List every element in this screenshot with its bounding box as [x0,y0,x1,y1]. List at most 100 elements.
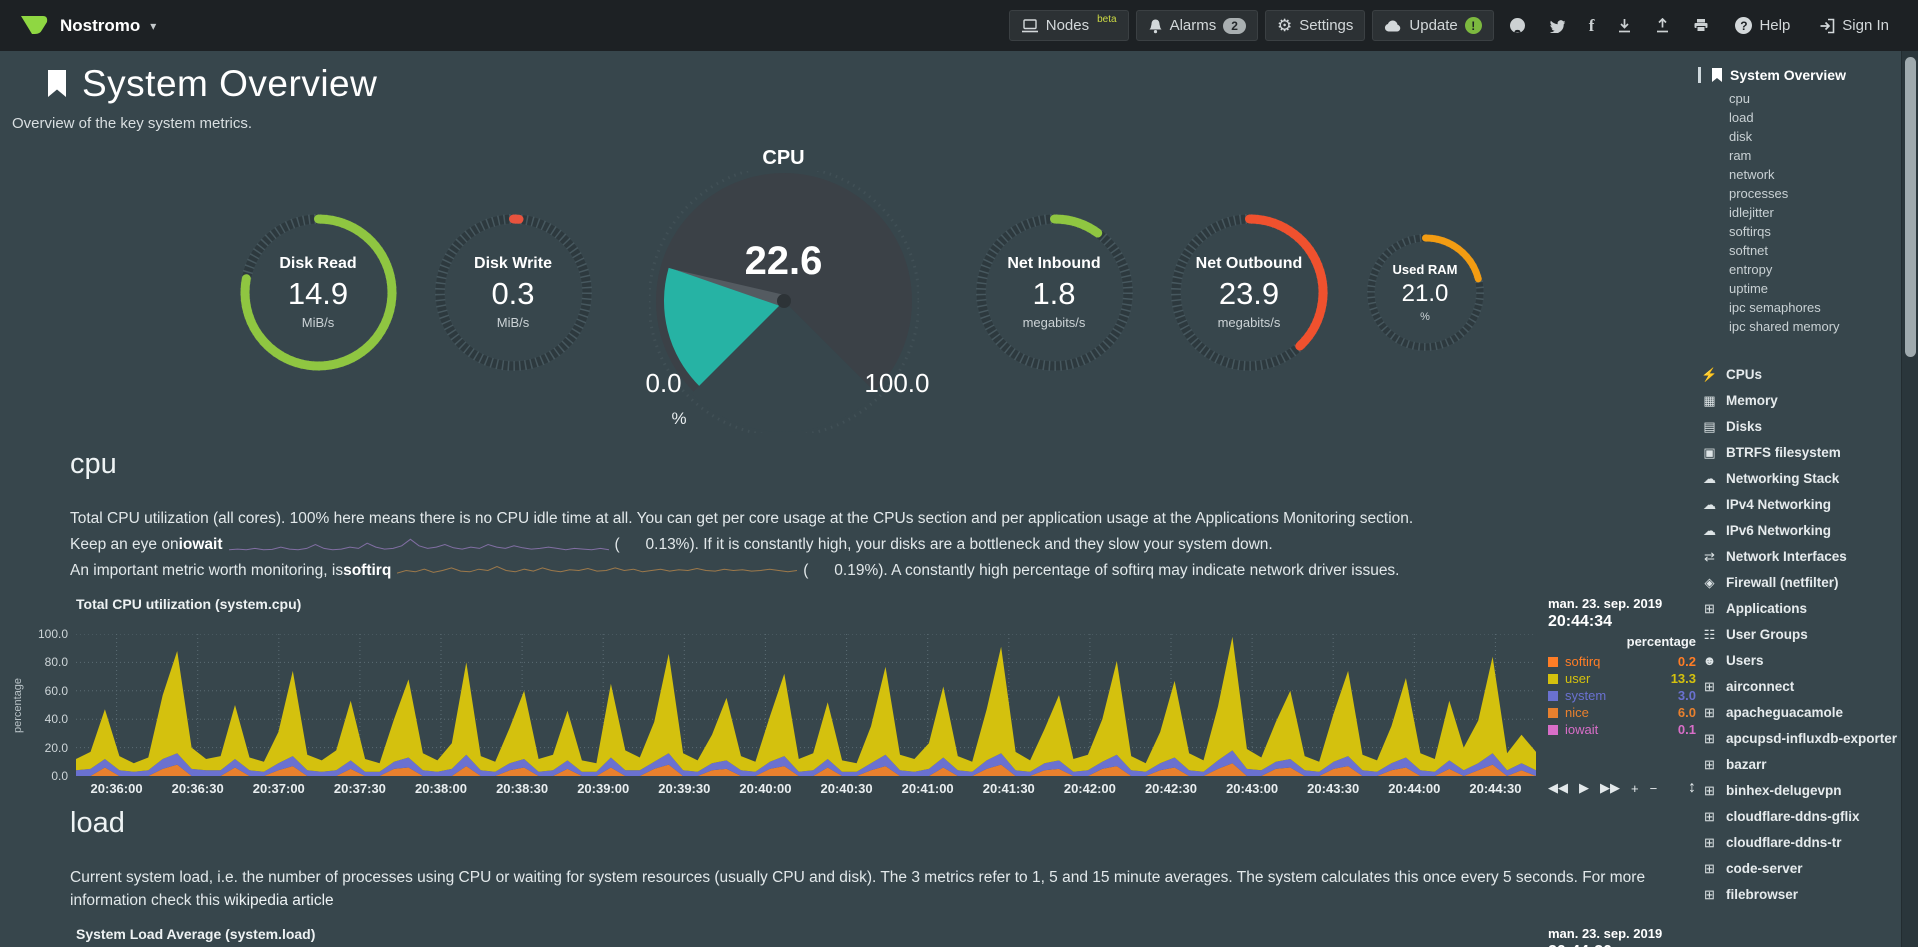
sidebar-item-filebrowser[interactable]: ⊞ filebrowser [1698,882,1897,908]
x-axis-label: 20:37:30 [333,780,386,796]
gauge-net-inbound[interactable]: Net Inbound 1.8 megabits/s [972,210,1137,375]
softirq-sparkline[interactable] [397,563,798,578]
sidebar-subitem-cpu[interactable]: cpu [1729,91,1750,106]
gauge-used-ram[interactable]: Used RAM 21.0 % [1362,229,1489,356]
help-button[interactable]: ? Help [1724,11,1801,40]
sidebar-item-networking-stack[interactable]: ☁ Networking Stack [1698,466,1897,492]
sign-in-icon [1820,18,1835,33]
sidebar-item-btrfs-filesystem[interactable]: ▣ BTRFS filesystem [1698,440,1897,466]
sidebar: System Overview cpu load disk ram network pro… [1698,51,1901,947]
sidebar-item-apacheguacamole[interactable]: ⊞ apacheguacamole [1698,700,1897,726]
import-button[interactable] [1609,12,1640,40]
help-label: Help [1759,17,1791,34]
y-axis-label: 60.0 [44,683,68,698]
sidebar-item-cpus[interactable]: ⚡ CPUs [1698,362,1897,388]
sidebar-item-label: User Groups [1726,627,1808,642]
play-button[interactable]: ▶ [1579,780,1589,795]
export-button[interactable] [1647,12,1678,40]
print-button[interactable] [1685,12,1717,39]
sidebar-item-apcupsd-influxdb-exporter[interactable]: ⊞ apcupsd-influxdb-exporter [1698,726,1897,752]
sidebar-subitem-entropy[interactable]: entropy [1729,262,1773,277]
github-button[interactable] [1501,11,1534,40]
page-scrollbar[interactable] [1901,51,1918,947]
sidebar-item-label: CPUs [1726,367,1763,382]
sidebar-item-cloudflare-ddns-gflix[interactable]: ⊞ cloudflare-ddns-gflix [1698,804,1897,830]
sidebar-item-label: binhex-delugevpn [1726,783,1842,798]
wikipedia-link[interactable]: wikipedia article [224,892,334,909]
sidebar-item-bazarr[interactable]: ⊞ bazarr [1698,752,1897,778]
gauge-cpu[interactable]: CPU 22.6 0.0 100.0 % [634,147,934,437]
sidebar-item-cloudflare-ddns-tr[interactable]: ⊞ cloudflare-ddns-tr [1698,830,1897,856]
gauge-title: Disk Write [474,254,552,272]
sidebar-subitem-softirqs[interactable]: softirqs [1729,224,1771,239]
gauge-disk-write[interactable]: Disk Write 0.3 MiB/s [431,210,596,375]
sidebar-item-memory[interactable]: ▦ Memory [1698,388,1897,414]
iowait-sparkline[interactable] [228,537,609,552]
gauge-net-outbound[interactable]: Net Outbound 23.9 megabits/s [1167,210,1332,375]
gauge-value: 23.9 [1218,275,1280,311]
pan-backward-button[interactable]: ◀◀ [1548,780,1568,795]
gauge-disk-read[interactable]: Disk Read 14.9 MiB/s [236,210,401,375]
sidebar-item-applications[interactable]: ⊞ Applications [1698,596,1897,622]
alarms-button[interactable]: Alarms 2 [1135,10,1258,41]
sidebar-item-airconnect[interactable]: ⊞ airconnect [1698,674,1897,700]
legend-item-user[interactable]: user 13.3 [1548,670,1696,687]
sidebar-item-users[interactable]: ☻ Users [1698,648,1897,674]
sidebar-subitem-softnet[interactable]: softnet [1729,243,1769,258]
sidebar-subitem-disk[interactable]: disk [1729,129,1753,144]
legend-item-system[interactable]: system 3.0 [1548,687,1696,704]
sidebar-subitem-processes[interactable]: processes [1729,186,1789,201]
x-axis-label: 20:39:00 [577,780,630,796]
sidebar-item-label: Memory [1726,393,1778,408]
nodes-button[interactable]: Nodes beta [1008,10,1129,41]
sidebar-subitem-load[interactable]: load [1729,110,1754,125]
resize-handle-icon[interactable]: ↕ [1688,779,1696,796]
sidebar-item-label: IPv4 Networking [1726,497,1832,512]
sidebar-item-system-overview[interactable]: System Overview [1698,67,1897,83]
x-axis-label: 20:40:00 [739,780,792,796]
zoom-out-button[interactable]: − [1649,780,1658,796]
legend-item-iowait[interactable]: iowait 0.1 [1548,721,1696,738]
grid-icon: ⊞ [1704,887,1715,902]
sidebar-item-firewall-netfilter[interactable]: ◈ Firewall (netfilter) [1698,570,1897,596]
upload-icon [1657,17,1669,32]
sidebar-subitem-network[interactable]: network [1729,167,1775,182]
cpu-chart-plot[interactable] [76,634,1536,776]
sidebar-subitem-ipc-semaphores[interactable]: ipc semaphores [1729,300,1821,315]
bookmark-icon [48,70,66,97]
sidebar-item-label: apacheguacamole [1726,705,1844,720]
sidebar-subitem-idlejitter[interactable]: idlejitter [1729,205,1774,220]
node-selector[interactable]: Nostromo ▾ [18,10,156,42]
update-button[interactable]: Update ! [1372,10,1494,41]
legend-label: softirq [1565,654,1601,669]
sidebar-item-ipv6-networking[interactable]: ☁ IPv6 Networking [1698,518,1897,544]
x-axis-labels: 20:36:00 20:36:30 20:37:00 20:37:30 20:38:00… [76,781,1536,796]
main-content: System Overview Overview of the key syst… [0,51,1698,947]
sidebar-subitem-uptime[interactable]: uptime [1729,281,1769,296]
legend-item-softirq[interactable]: softirq 0.2 [1548,653,1696,670]
load-description: Current system load, i.e. the number of … [70,869,1646,909]
sidebar-item-ipv4-networking[interactable]: ☁ IPv4 Networking [1698,492,1897,518]
shield-icon: ◈ [1704,575,1715,590]
sidebar-item-binhex-delugevpn[interactable]: ⊞ binhex-delugevpn [1698,778,1897,804]
sidebar-item-disks[interactable]: ▤ Disks [1698,414,1897,440]
gauge-title: Net Outbound [1195,254,1303,272]
zoom-in-button[interactable]: + [1631,780,1639,796]
legend-swatch [1548,690,1558,701]
settings-button[interactable]: ⚙ Settings [1264,10,1366,41]
pan-forward-button[interactable]: ▶▶ [1600,780,1620,795]
legend-item-nice[interactable]: nice 6.0 [1548,704,1696,721]
x-axis-label: 20:44:00 [1388,780,1441,796]
sidebar-item-network-interfaces[interactable]: ⇄ Network Interfaces [1698,544,1897,570]
sidebar-item-user-groups[interactable]: ☷ User Groups [1698,622,1897,648]
facebook-button[interactable]: f [1581,10,1603,42]
bell-icon [1149,19,1162,33]
user-groups-icon: ☷ [1703,627,1716,642]
sidebar-subitem-ipc-shared-memory[interactable]: ipc shared memory [1729,319,1840,334]
sidebar-item-code-server[interactable]: ⊞ code-server [1698,856,1897,882]
signin-button[interactable]: Sign In [1808,11,1900,40]
scrollbar-thumb[interactable] [1905,57,1916,357]
sidebar-subitem-ram[interactable]: ram [1729,148,1752,163]
cloud-icon: ☁ [1703,523,1716,538]
twitter-button[interactable] [1541,12,1574,39]
